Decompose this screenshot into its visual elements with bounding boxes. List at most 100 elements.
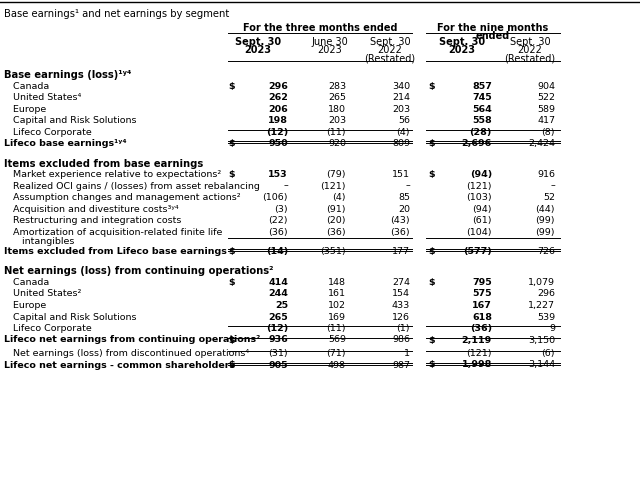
Text: 262: 262 [268, 93, 288, 102]
Text: Base earnings (loss)¹ʸ⁴: Base earnings (loss)¹ʸ⁴ [4, 70, 131, 80]
Text: 950: 950 [268, 139, 288, 148]
Text: Capital and Risk Solutions: Capital and Risk Solutions [4, 116, 136, 125]
Text: Lifeco Corporate: Lifeco Corporate [4, 324, 92, 333]
Text: (20): (20) [326, 216, 346, 225]
Text: (31): (31) [268, 349, 288, 358]
Text: Assumption changes and management actions²: Assumption changes and management action… [4, 193, 241, 202]
Text: $: $ [228, 336, 235, 345]
Text: 575: 575 [472, 290, 492, 299]
Text: (22): (22) [269, 216, 288, 225]
Text: 726: 726 [537, 247, 555, 256]
Text: Europe: Europe [4, 105, 46, 114]
Text: (79): (79) [326, 170, 346, 179]
Text: United States²: United States² [4, 290, 81, 299]
Text: 433: 433 [392, 301, 410, 310]
Text: (12): (12) [266, 127, 288, 136]
Text: $: $ [228, 247, 235, 256]
Text: Canada: Canada [4, 82, 49, 91]
Text: 153: 153 [268, 170, 288, 179]
Text: Canada: Canada [4, 278, 49, 287]
Text: (94): (94) [472, 204, 492, 213]
Text: 564: 564 [472, 105, 492, 114]
Text: Net earnings (loss) from continuing operations²: Net earnings (loss) from continuing oper… [4, 267, 273, 277]
Text: Lifeco net earnings from continuing operations²: Lifeco net earnings from continuing oper… [4, 336, 260, 345]
Text: (8): (8) [541, 127, 555, 136]
Text: 2022: 2022 [518, 45, 543, 55]
Text: Market experience relative to expectations²: Market experience relative to expectatio… [4, 170, 221, 179]
Text: 1,079: 1,079 [528, 278, 555, 287]
Text: For the nine months: For the nine months [437, 23, 548, 33]
Text: (121): (121) [467, 349, 492, 358]
Text: June 30: June 30 [312, 37, 348, 47]
Text: Realized OCI gains / (losses) from asset rebalancing: Realized OCI gains / (losses) from asset… [4, 181, 260, 190]
Text: $: $ [428, 82, 435, 91]
Text: 569: 569 [328, 336, 346, 345]
Text: (43): (43) [390, 216, 410, 225]
Text: Lifeco net earnings - common shareholders: Lifeco net earnings - common shareholder… [4, 361, 235, 370]
Text: 2023: 2023 [317, 45, 342, 55]
Text: 809: 809 [392, 139, 410, 148]
Text: 3,150: 3,150 [528, 336, 555, 345]
Text: 618: 618 [472, 313, 492, 322]
Text: (12): (12) [266, 324, 288, 333]
Text: 214: 214 [392, 93, 410, 102]
Text: 522: 522 [537, 93, 555, 102]
Text: intangibles: intangibles [4, 236, 74, 245]
Text: (121): (121) [467, 181, 492, 190]
Text: 9: 9 [549, 324, 555, 333]
Text: (3): (3) [275, 204, 288, 213]
Text: $: $ [428, 139, 435, 148]
Text: 206: 206 [268, 105, 288, 114]
Text: 2022: 2022 [378, 45, 403, 55]
Text: (36): (36) [470, 324, 492, 333]
Text: (4): (4) [397, 127, 410, 136]
Text: 126: 126 [392, 313, 410, 322]
Text: (106): (106) [262, 193, 288, 202]
Text: $: $ [228, 278, 235, 287]
Text: 2,424: 2,424 [528, 139, 555, 148]
Text: 2,696: 2,696 [461, 139, 492, 148]
Text: 265: 265 [328, 93, 346, 102]
Text: (61): (61) [472, 216, 492, 225]
Text: (36): (36) [268, 227, 288, 236]
Text: 85: 85 [398, 193, 410, 202]
Text: 52: 52 [543, 193, 555, 202]
Text: (Restated): (Restated) [504, 53, 556, 63]
Text: United States⁴: United States⁴ [4, 93, 81, 102]
Text: Base earnings¹ and net earnings by segment: Base earnings¹ and net earnings by segme… [4, 9, 229, 19]
Text: 795: 795 [472, 278, 492, 287]
Text: 274: 274 [392, 278, 410, 287]
Text: (6): (6) [541, 349, 555, 358]
Text: (103): (103) [467, 193, 492, 202]
Text: 857: 857 [472, 82, 492, 91]
Text: 916: 916 [537, 170, 555, 179]
Text: 244: 244 [268, 290, 288, 299]
Text: 148: 148 [328, 278, 346, 287]
Text: 56: 56 [398, 116, 410, 125]
Text: Items excluded from Lifeco base earnings: Items excluded from Lifeco base earnings [4, 247, 227, 256]
Text: 180: 180 [328, 105, 346, 114]
Text: 167: 167 [472, 301, 492, 310]
Text: 417: 417 [537, 116, 555, 125]
Text: 203: 203 [392, 105, 410, 114]
Text: Sept. 30: Sept. 30 [439, 37, 485, 47]
Text: (91): (91) [326, 204, 346, 213]
Text: 1,227: 1,227 [528, 301, 555, 310]
Text: (44): (44) [536, 204, 555, 213]
Text: 203: 203 [328, 116, 346, 125]
Text: 2,119: 2,119 [461, 336, 492, 345]
Text: 161: 161 [328, 290, 346, 299]
Text: 102: 102 [328, 301, 346, 310]
Text: 745: 745 [472, 93, 492, 102]
Text: 589: 589 [537, 105, 555, 114]
Text: 296: 296 [537, 290, 555, 299]
Text: (28): (28) [470, 127, 492, 136]
Text: (121): (121) [321, 181, 346, 190]
Text: 498: 498 [328, 361, 346, 370]
Text: Sept. 30: Sept. 30 [370, 37, 410, 47]
Text: 177: 177 [392, 247, 410, 256]
Text: Acquisition and divestiture costs³ʸ⁴: Acquisition and divestiture costs³ʸ⁴ [4, 204, 179, 213]
Text: Restructuring and integration costs: Restructuring and integration costs [4, 216, 181, 225]
Text: 920: 920 [328, 139, 346, 148]
Text: Capital and Risk Solutions: Capital and Risk Solutions [4, 313, 136, 322]
